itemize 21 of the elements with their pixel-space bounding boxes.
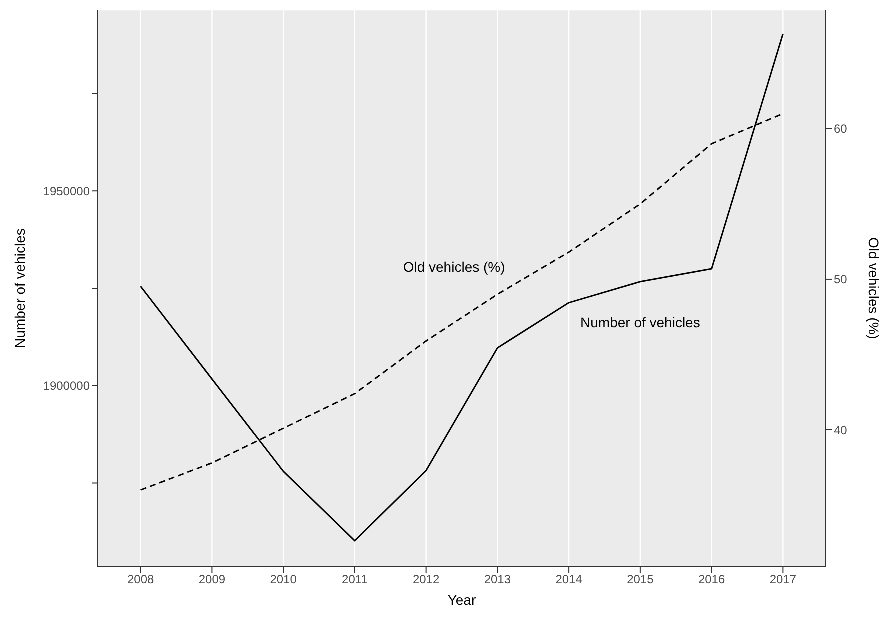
x-axis-title: Year [448, 592, 476, 608]
series-label: Old vehicles (%) [403, 258, 506, 275]
y-axis-title: Number of vehicles [12, 228, 28, 348]
y-tick-label: 1950000 [43, 184, 90, 198]
x-tick-label: 2017 [770, 572, 797, 587]
x-tick-label: 2011 [342, 572, 368, 587]
x-tick-label: 2008 [127, 572, 154, 587]
x-tick-label: 2014 [556, 572, 583, 587]
x-tick-label: 2009 [198, 572, 226, 587]
y-tick-label: 1900000 [43, 379, 90, 394]
line-series [140, 33, 784, 542]
x-tick-label: 2012 [412, 572, 440, 587]
y2-tick-label: 50 [834, 272, 848, 287]
series-label: Number of vehicles [580, 314, 700, 331]
x-tick-label: 2015 [627, 572, 654, 587]
y2-tick-label: 40 [834, 423, 848, 438]
x-tick-label: 2013 [484, 572, 512, 587]
x-tick-label: 2010 [270, 572, 298, 587]
y2-tick-label: 60 [834, 122, 848, 136]
x-tick-label: 2016 [698, 572, 726, 587]
y2-axis-title: Old vehicles (%) [866, 238, 882, 340]
